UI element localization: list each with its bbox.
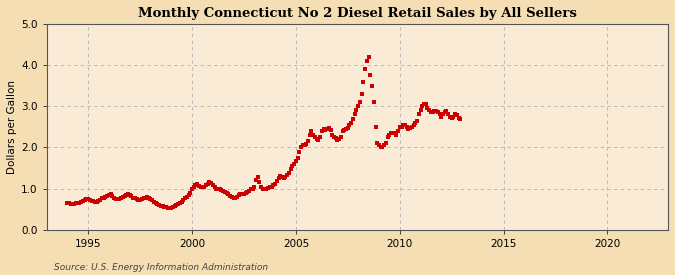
Y-axis label: Dollars per Gallon: Dollars per Gallon xyxy=(7,80,17,174)
Text: Source: U.S. Energy Information Administration: Source: U.S. Energy Information Administ… xyxy=(54,263,268,272)
Title: Monthly Connecticut No 2 Diesel Retail Sales by All Sellers: Monthly Connecticut No 2 Diesel Retail S… xyxy=(138,7,576,20)
